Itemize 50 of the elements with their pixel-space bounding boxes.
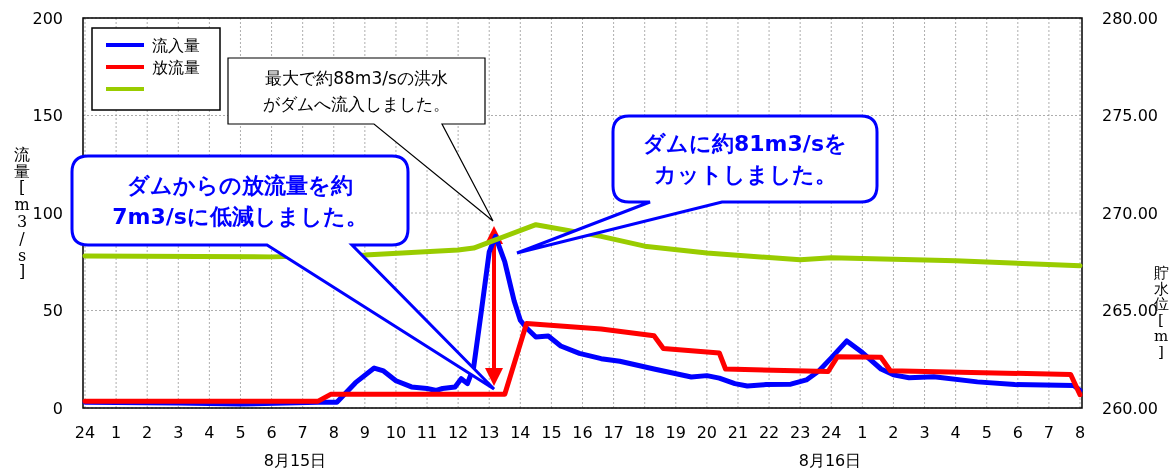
x-tick-label: 14 — [510, 423, 531, 442]
x-tick-label: 4 — [204, 423, 215, 442]
y-tick-label: 50 — [42, 301, 63, 321]
annotation: ダムからの放流量を約7m3/sに低減しました。 — [112, 172, 368, 229]
y2-tick-label: 275.00 — [1102, 106, 1158, 126]
y-tick-label: 0 — [52, 398, 63, 418]
annotation: ダムに約81m3/sをカットしました。 — [643, 131, 847, 188]
x-tick-label: 7 — [1043, 423, 1054, 442]
x-tick-label: 22 — [758, 423, 780, 442]
x-tick-label: 21 — [727, 423, 749, 442]
y2-tick-label: 260.00 — [1102, 398, 1158, 418]
x-tick-label: 24 — [74, 423, 96, 442]
x-tick-label: 5 — [235, 423, 246, 442]
annotation: 最大で約88m3/sの洪水がダムへ流入しました。 — [263, 67, 450, 114]
x-tick-label: 8 — [328, 423, 339, 442]
x-tick-label: 23 — [789, 423, 811, 442]
x-tick-label: 7 — [297, 423, 308, 442]
y2-tick-label: 270.00 — [1102, 203, 1158, 223]
x-tick-label: 1 — [857, 423, 868, 442]
x-tick-label: 13 — [479, 423, 500, 442]
x-tick-label: 15 — [541, 423, 562, 442]
x-tick-label: 10 — [385, 423, 407, 442]
x-tick-label: 11 — [416, 423, 438, 442]
x-tick-label: 6 — [1012, 423, 1023, 442]
y2-tick-label: 280.00 — [1102, 8, 1158, 28]
x-tick-label: 19 — [665, 423, 686, 442]
x-tick-label: 3 — [173, 423, 184, 442]
x-tick-label: 3 — [919, 423, 930, 442]
y-tick-label: 150 — [32, 106, 63, 126]
x-tick-label: 6 — [266, 423, 277, 442]
x-tick-label: 1 — [111, 423, 122, 442]
x-tick-label: 8 — [1074, 423, 1086, 442]
text: 8月15日 — [263, 451, 327, 470]
y-tick-label: 200 — [32, 8, 63, 28]
x-tick-label: 20 — [696, 423, 718, 442]
x-tick-label: 9 — [359, 423, 370, 442]
x-tick-label: 5 — [981, 423, 992, 442]
x-tick-label: 2 — [888, 423, 899, 442]
legend-label: 放流量 — [152, 57, 200, 77]
x-tick-label: 18 — [634, 423, 655, 442]
y-tick-label: 100 — [32, 203, 63, 223]
text: 8月16日 — [798, 451, 862, 470]
legend-label: 流入量 — [152, 35, 200, 55]
y-axis-title: 流量[m3/s] — [14, 144, 30, 282]
x-tick-label: 16 — [572, 423, 593, 442]
x-tick-label: 2 — [142, 423, 153, 442]
x-tick-label: 4 — [950, 423, 961, 442]
x-tick-label: 12 — [447, 423, 469, 442]
x-tick-label: 17 — [603, 423, 624, 442]
x-tick-label: 24 — [821, 423, 842, 442]
